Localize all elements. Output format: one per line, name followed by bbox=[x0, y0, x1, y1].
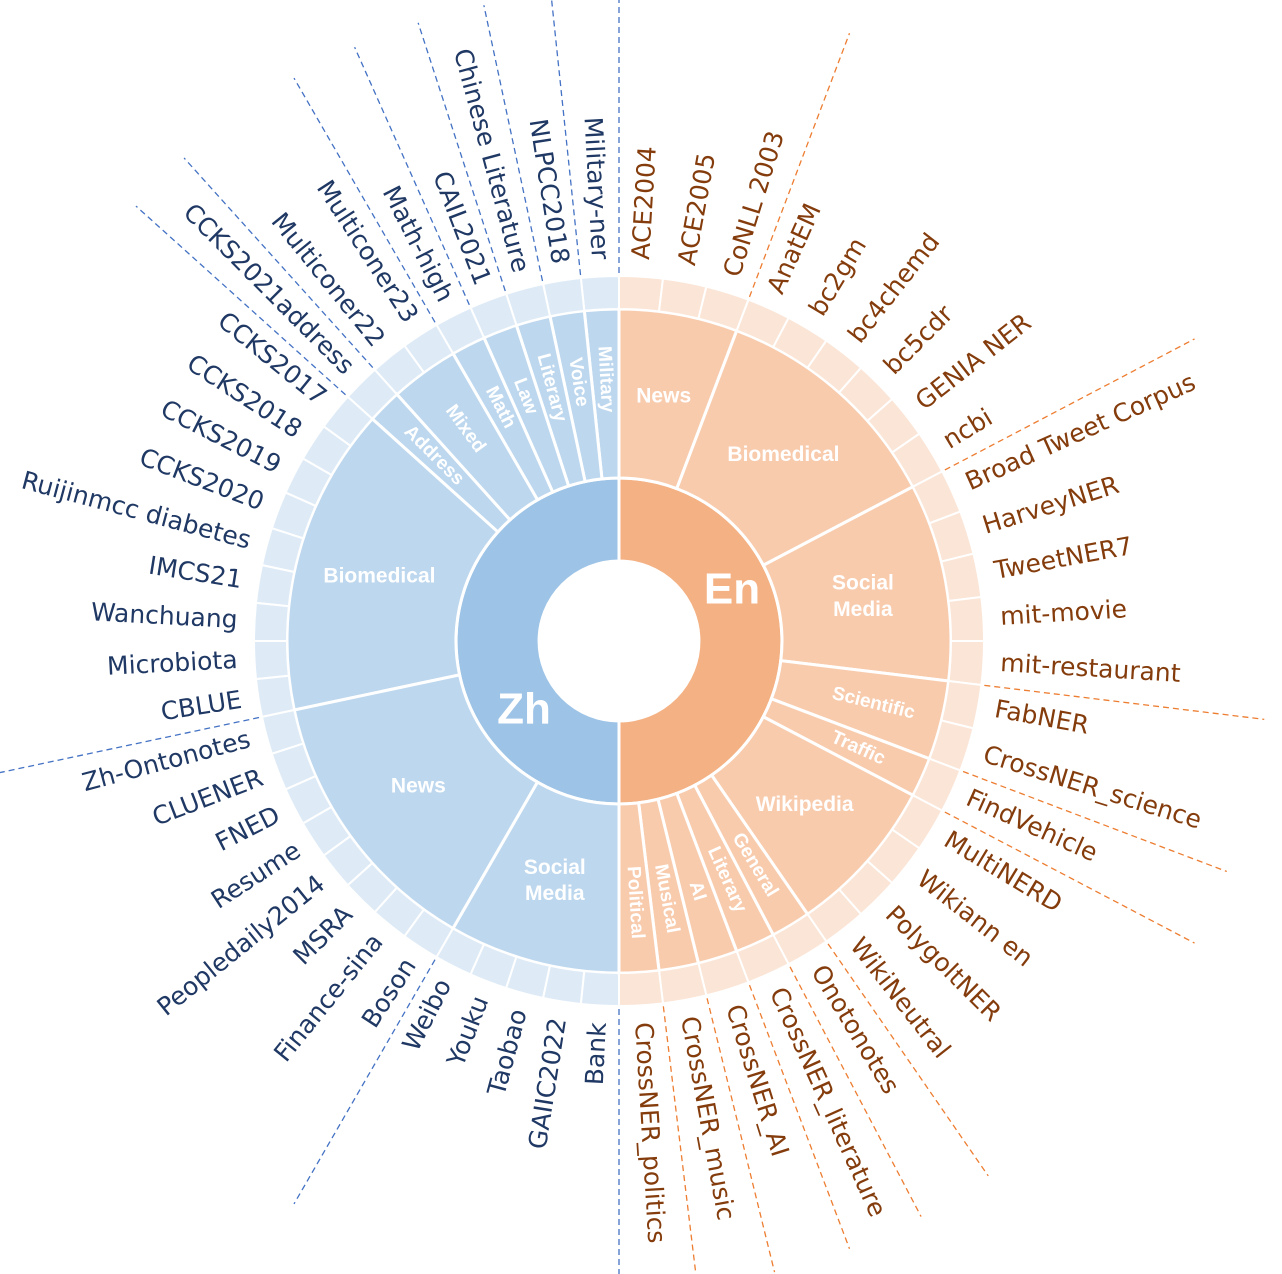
en-dataset-label-mit-restaurant: mit-restaurant bbox=[1000, 648, 1182, 688]
zh-domain-label-military: Military bbox=[594, 346, 618, 414]
en-domain-label-biomedical: Biomedical bbox=[727, 443, 839, 466]
zh-dataset-cell-ccks2020 bbox=[270, 491, 318, 540]
en-dataset-cell-ace2004 bbox=[618, 274, 665, 313]
zh-dataset-cell-imcs21 bbox=[254, 563, 296, 608]
zh-dataset-cell-multiconer23 bbox=[403, 323, 455, 374]
zh-dataset-cell-ccks2019 bbox=[284, 457, 333, 508]
zh-dataset-cell-cblue bbox=[254, 674, 296, 719]
en-domain-separator bbox=[944, 338, 1195, 471]
zh-dataset-cell-ccks2017 bbox=[322, 395, 374, 448]
en-dataset-cell-crossner-music bbox=[657, 962, 708, 1005]
en-center-label: En bbox=[704, 565, 760, 614]
zh-dataset-label-microbiota: Microbiota bbox=[106, 645, 238, 681]
en-dataset-cell-mit-restaurant bbox=[947, 640, 986, 687]
zh-group: MilitaryMilitary-nerVoiceNLPCC2018Litera… bbox=[19, 45, 621, 1151]
en-domain-separator bbox=[962, 770, 1227, 873]
zh-domain-label-biomedical: Biomedical bbox=[323, 564, 435, 587]
zh-dataset-label-imcs21: IMCS21 bbox=[147, 551, 244, 594]
zh-domain-separator bbox=[135, 205, 346, 396]
zh-domain-separator bbox=[183, 157, 374, 368]
zh-dataset-label-military-ner: Military-ner bbox=[579, 116, 615, 261]
en-domain-separator bbox=[827, 943, 989, 1177]
zh-dataset-label-nlpcc2018: NLPCC2018 bbox=[524, 117, 576, 266]
en-dataset-label-fabner: FabNER bbox=[992, 694, 1091, 740]
zh-dataset-cell-youku bbox=[469, 942, 518, 990]
zh-dataset-cell-military-ner bbox=[579, 274, 620, 312]
zh-dataset-label-youku: Youku bbox=[441, 992, 494, 1071]
en-dataset-cell-mit-movie bbox=[947, 595, 986, 642]
en-domain-label-wikipedia: Wikipedia bbox=[756, 793, 854, 816]
en-domain-separator bbox=[748, 33, 851, 298]
zh-dataset-cell-math-high bbox=[435, 306, 486, 355]
zh-dataset-label-gaiic2022: GAIIC2022 bbox=[523, 1016, 572, 1151]
zh-dataset-label-wanchuang: Wanchuang bbox=[90, 597, 238, 634]
zh-dataset-cell-fned bbox=[284, 774, 333, 825]
zh-dataset-cell-chinese-literature bbox=[504, 282, 552, 327]
zh-domain-separator bbox=[293, 959, 436, 1205]
zh-dataset-cell-wanchuang bbox=[252, 601, 290, 642]
zh-dataset-cell-weibo bbox=[435, 927, 486, 976]
zh-domain-separator bbox=[550, 0, 582, 276]
zh-dataset-cell-gaiic2022 bbox=[541, 964, 586, 1006]
zh-domain-separator bbox=[293, 77, 436, 323]
en-domain-separator bbox=[944, 811, 1195, 944]
zh-dataset-label-cblue: CBLUE bbox=[159, 685, 244, 726]
zh-domain-separator bbox=[354, 46, 470, 306]
en-dataset-label-broad-tweet-corpus: Broad Tweet Corpus bbox=[961, 367, 1200, 496]
en-domain-separator bbox=[706, 998, 776, 1273]
zh-dataset-cell-resume bbox=[301, 805, 352, 857]
en-domain-label-political: Political bbox=[623, 865, 648, 939]
zh-dataset-cell-cluener bbox=[270, 742, 318, 791]
zh-domain-separator bbox=[417, 22, 506, 292]
en-domain-separator bbox=[984, 684, 1265, 720]
zh-dataset-cell-ruijinmcc-diabetes bbox=[260, 526, 305, 574]
en-dataset-label-ncbi: ncbi bbox=[938, 403, 998, 455]
zh-dataset-label-taobao: Taobao bbox=[482, 1006, 533, 1100]
zh-dataset-cell-cail2021 bbox=[469, 292, 518, 340]
zh-dataset-cell-nlpcc2018 bbox=[541, 276, 586, 318]
en-domain-separator bbox=[662, 1006, 697, 1274]
center-hole bbox=[539, 561, 699, 721]
en-dataset-label-ace2004: ACE2004 bbox=[626, 145, 662, 260]
en-dataset-label-tweetner7: TweetNER7 bbox=[991, 531, 1135, 585]
zh-dataset-cell-ccks2018 bbox=[301, 425, 352, 477]
en-domain-label-news: News bbox=[636, 385, 691, 408]
zh-dataset-cell-bank bbox=[579, 970, 620, 1008]
zh-dataset-cell-microbiota bbox=[252, 640, 290, 681]
zh-dataset-cell-boson bbox=[403, 908, 455, 959]
zh-dataset-label-bank: Bank bbox=[580, 1021, 612, 1086]
zh-domain-label-social-media: Social Media bbox=[524, 855, 586, 904]
zh-domain-separator bbox=[0, 716, 260, 774]
center-labels: Zh En bbox=[497, 561, 760, 734]
zh-dataset-cell-zh-ontonotes bbox=[260, 708, 305, 756]
en-dataset-cell-crossner-politics bbox=[618, 969, 665, 1008]
en-domain-separator bbox=[748, 984, 851, 1249]
zh-domain-separator bbox=[483, 5, 544, 282]
zh-domain-label-news: News bbox=[391, 774, 446, 797]
en-dataset-label-crossner-literature: CrossNER_literature bbox=[764, 983, 892, 1221]
en-domain-separator bbox=[789, 966, 922, 1217]
en-dataset-label-crossner-music: CrossNER_music bbox=[675, 1014, 741, 1223]
en-dataset-cell-tweetner7 bbox=[940, 552, 983, 603]
en-dataset-label-crossner-politics: CrossNER_politics bbox=[629, 1021, 671, 1244]
en-dataset-label-ace2005: ACE2005 bbox=[672, 151, 721, 268]
en-dataset-label-mit-movie: mit-movie bbox=[999, 594, 1127, 631]
zh-center-label: Zh bbox=[497, 685, 551, 734]
zh-dataset-cell-finance-sina bbox=[373, 886, 426, 938]
zh-dataset-cell-taobao bbox=[504, 955, 552, 1000]
en-domain-label-social-media: Social Media bbox=[832, 571, 894, 620]
